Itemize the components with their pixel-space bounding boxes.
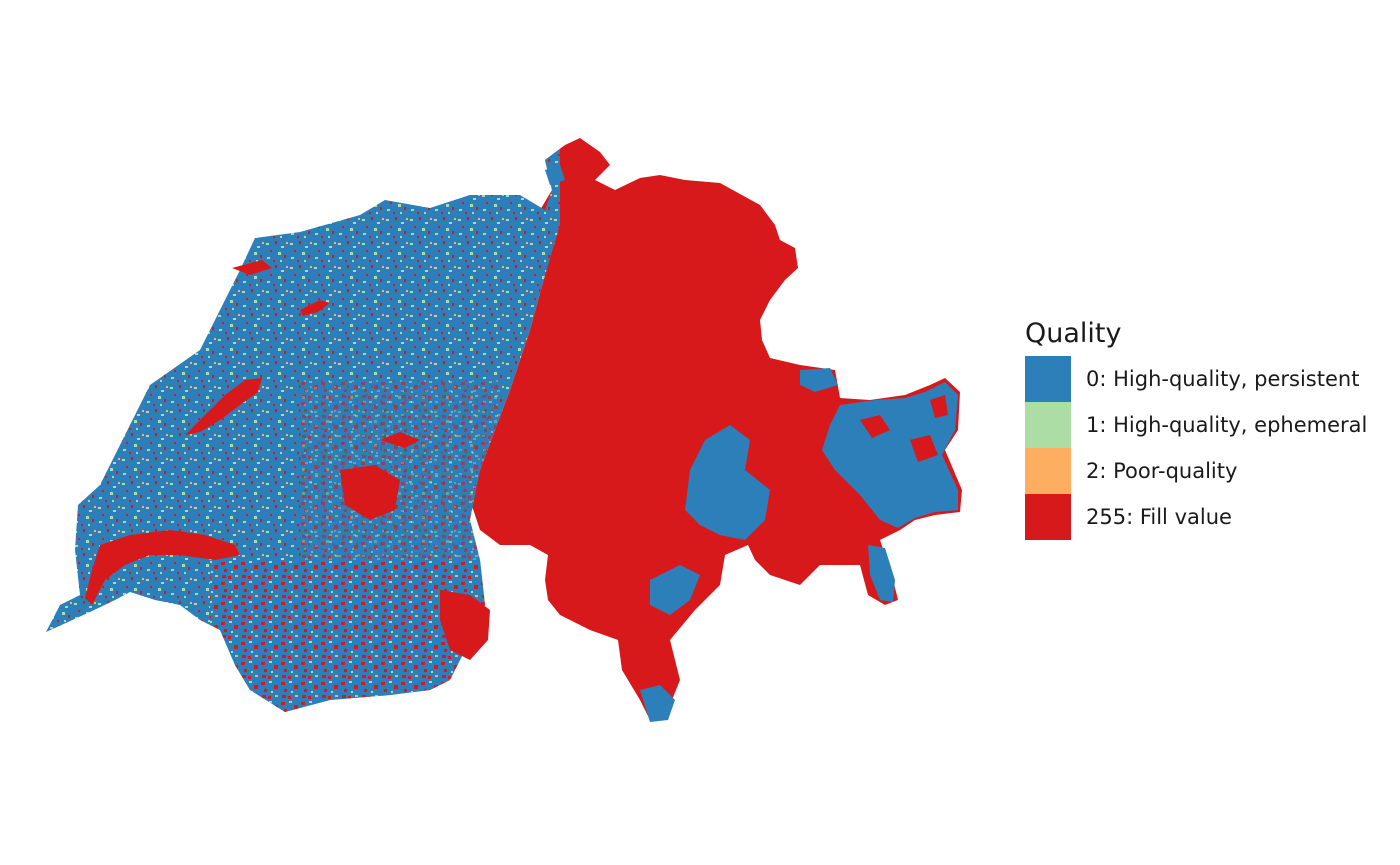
fill-patch-engadin-2 xyxy=(910,435,938,462)
lake-geneva xyxy=(85,530,240,605)
fill-patch-engadin-1 xyxy=(860,415,890,438)
fill-value-region xyxy=(470,138,962,720)
legend-label-poor: 2: Poor-quality xyxy=(1086,459,1238,483)
legend-title: Quality xyxy=(1025,318,1122,349)
fill-patch-central xyxy=(340,465,400,520)
persistent-patch-lugano xyxy=(640,685,675,722)
persistent-patch-engadin xyxy=(822,382,958,528)
legend-item-ephemeral: 1: High-quality, ephemeral xyxy=(1025,402,1397,448)
fill-patch-north xyxy=(232,260,272,275)
persistent-patch-northeast xyxy=(800,368,838,392)
legend-swatch-fill xyxy=(1025,494,1071,540)
persistent-patch-schaffhausen xyxy=(545,165,565,185)
persistent-patch-misox xyxy=(868,545,895,602)
legend-swatch-poor xyxy=(1025,448,1071,494)
legend-swatch-ephemeral xyxy=(1025,402,1071,448)
legend-swatch-persistent xyxy=(1025,356,1071,402)
legend-label-fill: 255: Fill value xyxy=(1086,505,1232,529)
lake-thun xyxy=(380,432,420,448)
lake-biel xyxy=(300,300,330,316)
legend: Quality 0: High-quality, persistent 1: H… xyxy=(1025,316,1397,540)
lake-neuchatel xyxy=(185,378,262,435)
fill-patch-engadin-3 xyxy=(930,395,948,418)
persistent-patch-ticino xyxy=(685,425,770,540)
persistent-patch-south xyxy=(650,565,700,615)
legend-label-persistent: 0: High-quality, persistent xyxy=(1086,367,1360,391)
legend-item-persistent: 0: High-quality, persistent xyxy=(1025,356,1397,402)
legend-item-poor: 2: Poor-quality xyxy=(1025,448,1397,494)
legend-label-ephemeral: 1: High-quality, ephemeral xyxy=(1086,413,1368,437)
fill-patch-south xyxy=(440,590,490,660)
legend-item-fill: 255: Fill value xyxy=(1025,494,1397,540)
